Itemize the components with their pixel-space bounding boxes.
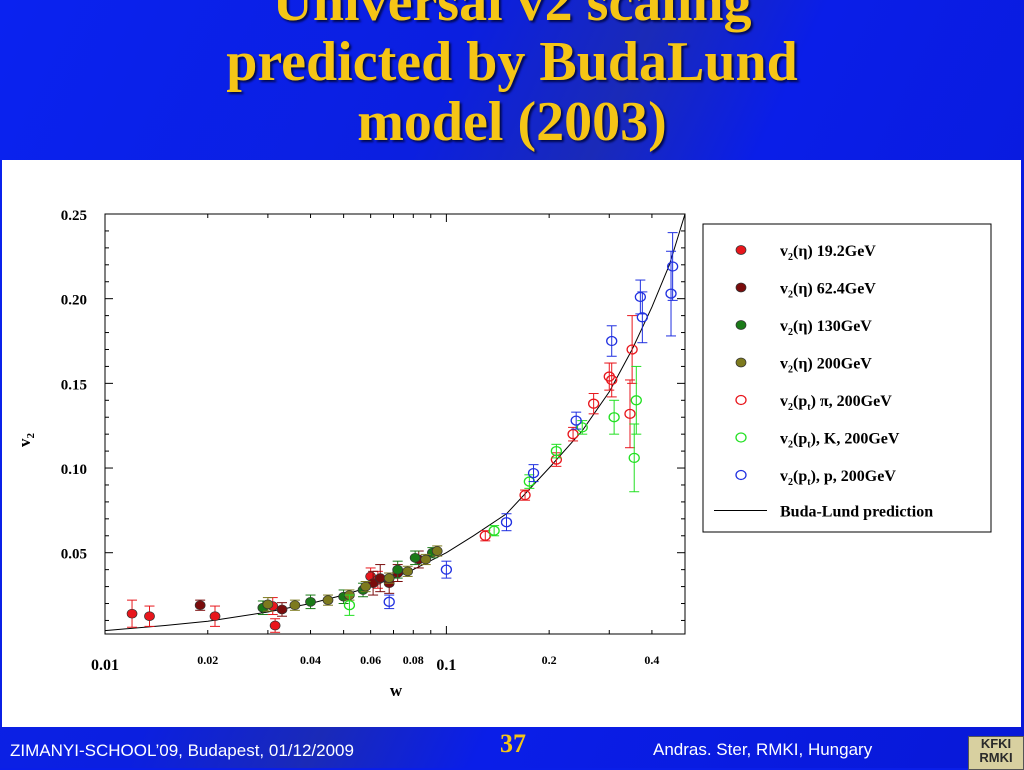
- data-point: [209, 611, 221, 622]
- series-4: [479, 315, 638, 542]
- data-point: [402, 566, 413, 577]
- data-point: [587, 398, 600, 409]
- y-tick-label: 0.20: [61, 293, 87, 309]
- plot-panel: 0.05 0.10 0.15 0.20 0.25 0.01 0.02 0.04 0.06 0.0…: [2, 160, 1021, 727]
- legend-curve-label: Buda-Lund prediction: [780, 504, 933, 521]
- data-point: [624, 408, 636, 419]
- y-tick-label: 0.25: [61, 208, 87, 224]
- data-point: [606, 335, 618, 347]
- legend-label: v2(η) 200GeV: [780, 356, 872, 376]
- footer-event: ZIMANYI-SCHOOL’09, Budapest, 01/12/2009: [10, 741, 354, 760]
- data-point: [262, 599, 274, 610]
- y-axis-label: v2: [15, 433, 37, 448]
- legend-box: [702, 223, 992, 533]
- data-point: [305, 596, 316, 607]
- legend-label: v2(η) 62.4GeV: [780, 281, 876, 301]
- data-point: [144, 611, 155, 622]
- data-point: [666, 261, 679, 272]
- title-line-3: model (2003): [357, 91, 667, 153]
- data-point: [276, 604, 288, 615]
- data-point: [576, 422, 588, 433]
- x-tick-label: 0.2: [542, 653, 557, 667]
- data-point: [194, 600, 206, 611]
- data-point: [665, 288, 677, 299]
- x-tick-label: 0.06: [360, 653, 381, 667]
- data-point: [570, 415, 582, 426]
- data-point: [383, 573, 395, 583]
- legend-marker: [735, 282, 747, 293]
- data-point: [608, 412, 620, 423]
- x-tick-label: 0.1: [436, 657, 456, 674]
- logo-line-1: KFKI: [980, 736, 1012, 751]
- x-tick-label: 0.02: [197, 653, 218, 667]
- x-tick-label: 0.08: [403, 653, 424, 667]
- logo-line-2: RMKI: [979, 750, 1013, 765]
- legend-label: v2(pt), p, 200GeV: [780, 468, 896, 488]
- data-point: [527, 467, 540, 479]
- legend-marker: [735, 357, 747, 368]
- legend: v2(η) 19.2GeV v2(η) 62.4GeV v2(η) 130GeV v2…: [702, 223, 992, 533]
- legend-marker: [735, 320, 747, 330]
- footer-author: Andras. Ster, RMKI, Hungary: [653, 740, 873, 759]
- series-2: [257, 547, 438, 616]
- x-tick-labels: 0.01 0.02 0.04 0.06 0.08 0.1 0.2 0.4: [91, 653, 659, 674]
- x-tick-label: 0.4: [644, 653, 659, 667]
- legend-marker: [735, 432, 747, 443]
- legend-label: v2(pt) π, 200GeV: [780, 393, 892, 413]
- data-point: [420, 554, 432, 565]
- data-point: [606, 374, 618, 386]
- data-point: [269, 620, 281, 631]
- y-tick-labels: 0.05 0.10 0.15 0.20 0.25: [61, 208, 87, 563]
- data-point: [636, 312, 648, 323]
- legend-label: v2(pt), K, 200GeV: [780, 431, 900, 451]
- kfki-rmki-logo: KFKI RMKI: [968, 736, 1024, 770]
- data-point: [630, 395, 642, 406]
- data-point: [634, 291, 647, 303]
- data-point: [550, 445, 563, 457]
- data-point: [500, 517, 513, 528]
- axis-ticks: [104, 213, 686, 634]
- y-tick-label: 0.10: [61, 462, 87, 478]
- data-point: [126, 608, 138, 619]
- page-number: 37: [500, 729, 526, 758]
- data-point: [440, 564, 453, 575]
- data-point: [409, 552, 421, 563]
- legend-marker: [735, 394, 747, 406]
- x-tick-label: 0.04: [300, 653, 321, 667]
- data-point: [626, 344, 638, 355]
- data-point: [374, 573, 386, 583]
- data-point: [628, 452, 640, 464]
- data-point: [488, 525, 500, 536]
- x-axis-label: w: [390, 681, 403, 700]
- legend-marker: [735, 245, 747, 255]
- title-line-1: Universal v2 scaling: [272, 0, 752, 33]
- legend-label: v2(η) 130GeV: [780, 318, 872, 338]
- data-point: [289, 600, 301, 611]
- y-tick-label: 0.05: [61, 547, 87, 563]
- data-point: [431, 546, 443, 556]
- legend-label: v2(η) 19.2GeV: [780, 243, 876, 263]
- title-line-2: predicted by BudaLund: [226, 31, 798, 93]
- data-point: [360, 581, 371, 592]
- data-point: [343, 600, 356, 611]
- data-point: [383, 596, 395, 607]
- y-tick-label: 0.15: [61, 377, 87, 393]
- series-5: [343, 365, 642, 616]
- data-point: [519, 489, 531, 501]
- plot-frame: [104, 213, 686, 635]
- data-points: [126, 232, 679, 633]
- x-tick-label: 0.01: [91, 657, 119, 674]
- legend-marker: [735, 469, 747, 481]
- slide-title: Universal v2 scaling predicted by BudaLu…: [0, 0, 1024, 152]
- series-6: [383, 232, 679, 610]
- data-point: [322, 595, 334, 605]
- v2-scaling-chart: 0.050.100.150.200.25 0.01 0.02 0.04 0.06 0.0…: [15, 208, 992, 700]
